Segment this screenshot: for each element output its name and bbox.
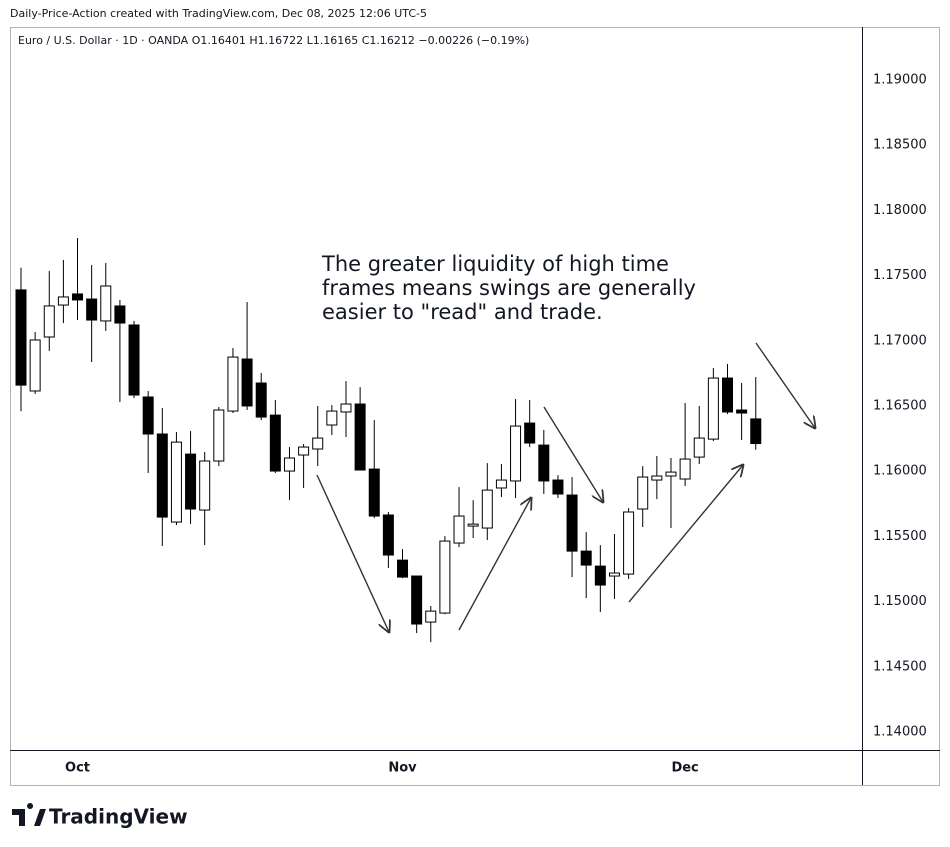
y-tick-label: 1.18000 xyxy=(873,203,927,218)
arrow xyxy=(628,465,743,603)
y-tick-label: 1.17500 xyxy=(873,268,927,283)
candle-body xyxy=(495,479,507,489)
y-tick-label: 1.14000 xyxy=(873,725,927,740)
candle-body xyxy=(397,559,409,578)
candle-body xyxy=(679,458,691,480)
candle-body xyxy=(552,479,564,495)
candle-body xyxy=(411,575,423,625)
candle-body xyxy=(29,339,41,392)
candle-body xyxy=(298,446,310,456)
candle-body xyxy=(326,410,338,426)
arrow xyxy=(755,342,815,428)
annotation: frames means swings are generally xyxy=(322,276,696,300)
candle-body xyxy=(269,414,281,472)
candle-body xyxy=(665,471,677,477)
candle-body xyxy=(199,460,211,511)
candle-body xyxy=(510,425,522,482)
candle-body xyxy=(439,540,451,614)
candle-body xyxy=(580,550,592,566)
candle-body xyxy=(467,523,479,527)
y-tick-label: 1.16000 xyxy=(873,464,927,479)
candle-body xyxy=(43,305,55,338)
frame xyxy=(10,27,940,786)
y-tick-label: 1.16500 xyxy=(873,398,927,413)
candle-body xyxy=(651,475,663,481)
annotation: The greater liquidity of high time xyxy=(321,252,669,276)
candle-body xyxy=(707,377,719,440)
candle-body xyxy=(57,296,69,306)
candle-body xyxy=(524,422,536,444)
candle-body xyxy=(736,409,748,414)
arrow xyxy=(316,474,389,632)
candle-body xyxy=(312,437,324,450)
candle-body xyxy=(594,565,606,586)
candle-body xyxy=(623,511,635,575)
logo-icon xyxy=(12,803,46,826)
candle-body xyxy=(340,403,352,413)
logo: TradingView xyxy=(12,803,188,829)
candle-body xyxy=(100,285,112,322)
candle-body xyxy=(114,305,126,324)
candle-body xyxy=(170,441,182,523)
candle-body xyxy=(213,409,225,462)
candle-body xyxy=(15,289,27,386)
y-tick-label: 1.17000 xyxy=(873,333,927,348)
candle-body xyxy=(255,382,267,418)
candle-body xyxy=(86,298,98,321)
candle-body xyxy=(156,433,168,518)
annotation: easier to "read" and trade. xyxy=(322,300,603,324)
candle-body xyxy=(185,453,197,510)
candle-body xyxy=(566,494,578,552)
logo-text: TradingView xyxy=(49,805,188,829)
arrows xyxy=(316,342,815,632)
candle-body xyxy=(354,403,366,471)
x-tick-label: Nov xyxy=(388,761,417,776)
arrow xyxy=(543,406,603,502)
attribution: Daily-Price-Action created with TradingV… xyxy=(10,7,427,20)
y-tick-label: 1.18500 xyxy=(873,138,927,153)
x-tick-label: Oct xyxy=(65,761,90,776)
candle-body xyxy=(241,358,253,407)
candle-body xyxy=(283,457,295,472)
candle-body xyxy=(142,396,154,435)
candle-body xyxy=(382,514,394,556)
chart-title: Euro / U.S. Dollar · 1D · OANDA O1.16401… xyxy=(18,34,529,47)
candle-body xyxy=(693,437,705,458)
y-tick-label: 1.19000 xyxy=(873,72,927,87)
y-tick-label: 1.15500 xyxy=(873,529,927,544)
candle-body xyxy=(128,324,140,396)
candle-body xyxy=(425,610,437,623)
candle-body xyxy=(538,444,550,482)
candle-body xyxy=(608,572,620,577)
candle-body xyxy=(750,418,762,445)
y-tick-label: 1.14500 xyxy=(873,659,927,674)
candle-body xyxy=(368,468,380,517)
x-tick-label: Dec xyxy=(671,761,698,776)
candle-body xyxy=(72,293,84,301)
candle-body xyxy=(637,476,649,510)
candle-body xyxy=(453,515,465,544)
candle-body xyxy=(481,489,493,529)
y-tick-label: 1.15000 xyxy=(873,594,927,609)
candle-body xyxy=(227,356,239,412)
arrow xyxy=(458,498,531,631)
candle-body xyxy=(722,377,733,413)
